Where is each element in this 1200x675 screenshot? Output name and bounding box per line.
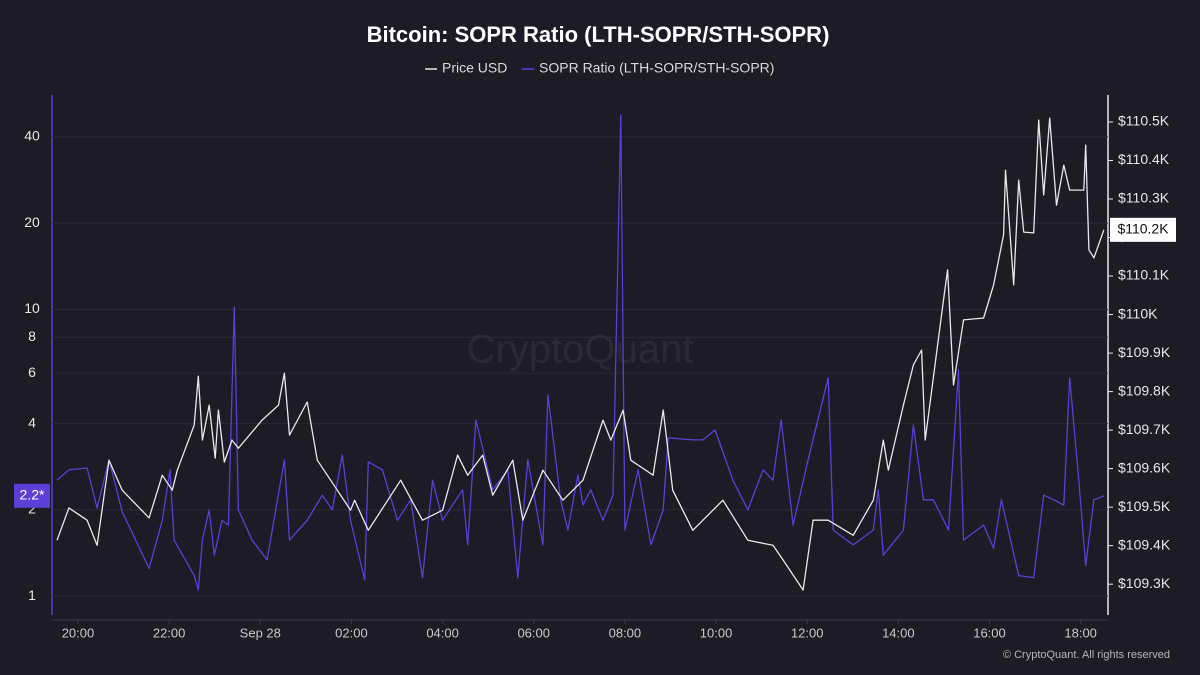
y2-tick-label: $109.5K xyxy=(1118,498,1171,514)
y2-tick-label: $109.4K xyxy=(1118,536,1171,552)
y2-tick-label: $109.9K xyxy=(1118,344,1171,360)
y2-tick-label: $110.3K xyxy=(1118,190,1170,206)
y-tick-label: 10 xyxy=(24,300,40,316)
y2-tick-label: $109.7K xyxy=(1118,421,1171,437)
series-line xyxy=(56,117,1105,591)
last-value-label: 2.2* xyxy=(20,487,45,503)
chart-title: Bitcoin: SOPR Ratio (LTH-SOPR/STH-SOPR) xyxy=(367,22,830,47)
x-tick-label: 08:00 xyxy=(609,625,642,640)
y2-tick-label: $110.1K xyxy=(1118,267,1170,283)
x-tick-label: 22:00 xyxy=(153,625,186,640)
y-tick-label: 1 xyxy=(28,587,36,603)
y2-tick-label: $110.4K xyxy=(1118,151,1170,167)
y2-tick-label: $109.3K xyxy=(1118,575,1171,591)
y-tick-label: 6 xyxy=(28,364,36,380)
x-tick-label: 06:00 xyxy=(517,625,550,640)
legend-label: SOPR Ratio (LTH-SOPR/STH-SOPR) xyxy=(539,60,774,76)
y2-tick-label: $110.5K xyxy=(1118,113,1170,129)
y2-tick-label: $110K xyxy=(1118,305,1158,321)
last-value-box xyxy=(1110,217,1176,242)
y-tick-label: 40 xyxy=(24,128,40,144)
x-tick-label: Sep 28 xyxy=(240,625,281,640)
watermark: CryptoQuant xyxy=(467,328,694,372)
y2-tick-label: $109.8K xyxy=(1118,382,1171,398)
y-tick-label: 2 xyxy=(28,501,36,517)
y-tick-label: 4 xyxy=(28,414,36,430)
x-tick-label: 16:00 xyxy=(973,625,1006,640)
x-tick-label: 04:00 xyxy=(426,625,459,640)
footer: © CryptoQuant. All rights reserved xyxy=(1003,649,1170,661)
x-tick-label: 14:00 xyxy=(882,625,915,640)
last-value-box xyxy=(14,483,50,508)
series-line xyxy=(56,114,1105,591)
legend-label: Price USD xyxy=(442,60,507,76)
x-tick-label: 10:00 xyxy=(700,625,733,640)
y2-tick-label: $109.6K xyxy=(1118,459,1171,475)
y-tick-label: 8 xyxy=(28,328,36,344)
x-tick-label: 02:00 xyxy=(335,625,368,640)
last-value-label: $110.2K xyxy=(1117,221,1169,237)
x-tick-label: 20:00 xyxy=(62,625,95,640)
y-tick-label: 20 xyxy=(24,214,40,230)
x-tick-label: 12:00 xyxy=(791,625,824,640)
x-tick-label: 18:00 xyxy=(1064,625,1097,640)
